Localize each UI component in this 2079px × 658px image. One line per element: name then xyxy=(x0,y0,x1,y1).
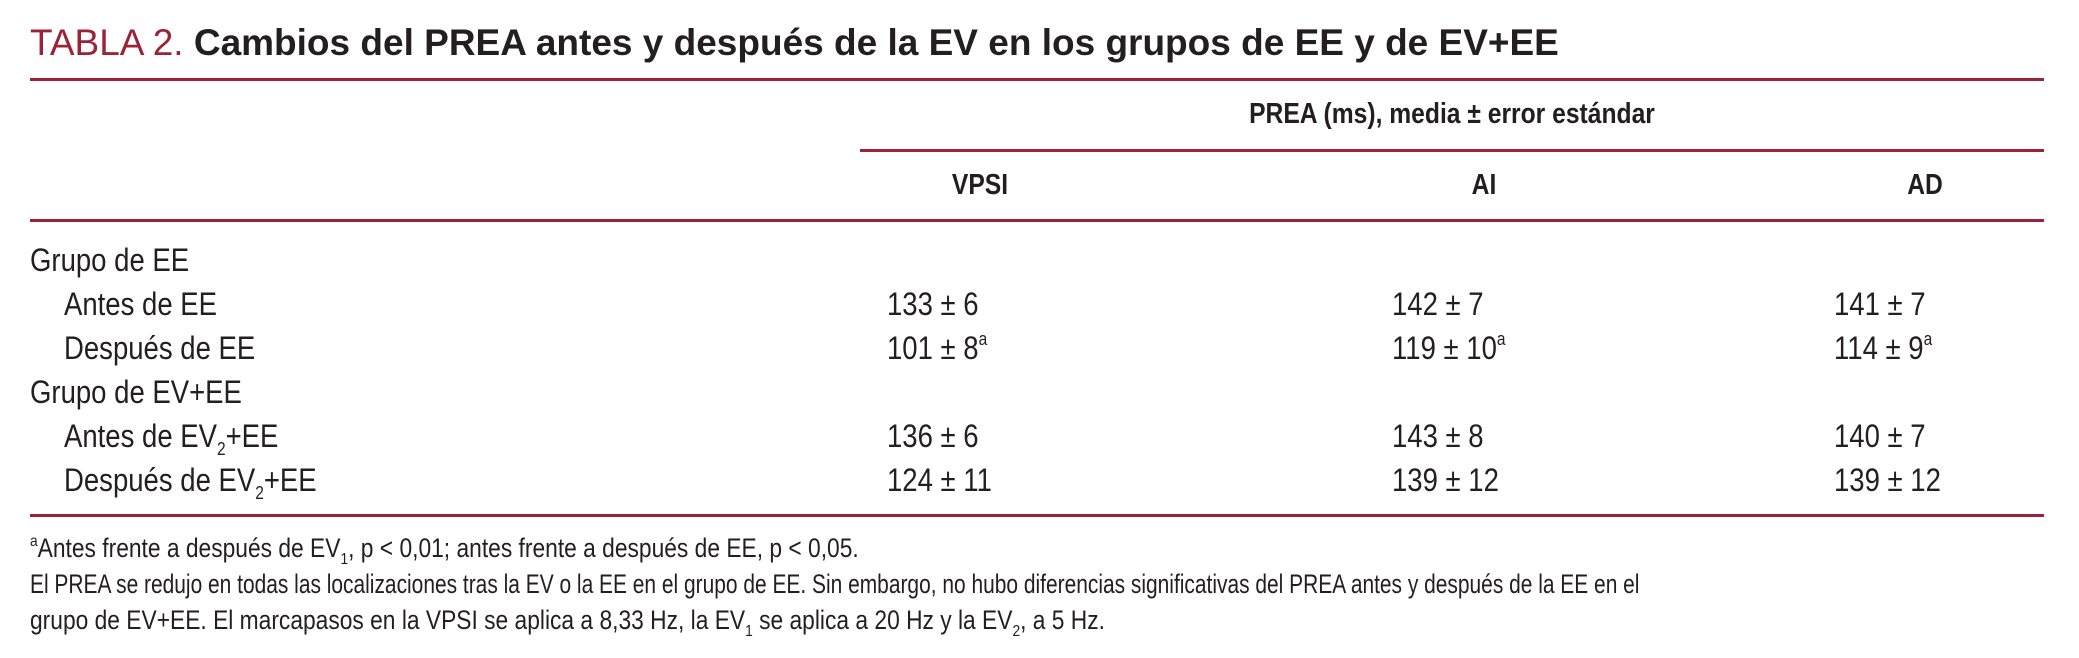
bottom-rule xyxy=(30,514,2044,517)
footnote-a-text-2: , p < 0,01; antes frente a después de EE… xyxy=(348,533,859,563)
note-line-2-c: , a 5 Hz. xyxy=(1020,605,1105,635)
footnote-a-text-1: Antes frente a después de EV xyxy=(37,533,341,563)
row-label-tail: +EE xyxy=(263,462,317,498)
cell-value: 101 ± 8 xyxy=(887,330,979,366)
table-title-label: TABLA 2. xyxy=(30,22,184,63)
table-cell: 140 ± 7 xyxy=(1834,416,1926,456)
cell-value: 141 ± 7 xyxy=(1834,286,1926,322)
table-cell: 119 ± 10a xyxy=(1392,328,1505,368)
group-label-ev-ee: Grupo de EV+EE xyxy=(30,374,242,410)
table-cell: 141 ± 7 xyxy=(1834,284,1926,324)
footnote-a: aAntes frente a después de EV1, p < 0,01… xyxy=(30,530,859,568)
cell-value: 143 ± 8 xyxy=(1392,418,1484,454)
column-header-vpsi: VPSI xyxy=(951,169,1009,201)
note-line-2-sub1: 1 xyxy=(745,623,753,640)
table-cell: 139 ± 12 xyxy=(1834,460,1941,500)
footnote-note-line-1: El PREA se redujo en todas las localizac… xyxy=(30,569,1640,599)
footnote-mark: a xyxy=(978,329,988,349)
table-cell: 143 ± 8 xyxy=(1392,416,1484,456)
cell-value: 140 ± 7 xyxy=(1834,418,1926,454)
column-header-ai: AI xyxy=(1471,169,1497,201)
table-cell: 136 ± 6 xyxy=(887,416,979,456)
row-label: Antes de EV2+EE xyxy=(64,416,279,459)
table-title: TABLA 2. Cambios del PREA antes y despué… xyxy=(30,18,1559,68)
footnote-a-mark: a xyxy=(30,533,38,550)
table-cell: 114 ± 9a xyxy=(1834,328,1932,368)
table-cell: 139 ± 12 xyxy=(1392,460,1499,500)
cell-value: 133 ± 6 xyxy=(887,286,979,322)
cell-value: 114 ± 9 xyxy=(1834,330,1924,366)
spanner-header: PREA (ms), media ± error estándar xyxy=(1249,98,1655,130)
cell-value: 124 ± 11 xyxy=(887,462,992,498)
cell-value: 119 ± 10 xyxy=(1392,330,1497,366)
table-title-text: Cambios del PREA antes y después de la E… xyxy=(193,22,1559,63)
footnote-mark: a xyxy=(1496,329,1506,349)
spanner-rule xyxy=(860,149,2044,152)
cell-value: 142 ± 7 xyxy=(1392,286,1484,322)
table-cell: 101 ± 8a xyxy=(887,328,987,368)
table-cell: 142 ± 7 xyxy=(1392,284,1484,324)
header-rule xyxy=(30,219,2044,222)
footnote-a-sub: 1 xyxy=(340,551,349,568)
footnote-note-line-2: grupo de EV+EE. El marcapasos en la VPSI… xyxy=(30,602,1105,640)
table-cell: 133 ± 6 xyxy=(887,284,979,324)
note-line-2-sub2: 2 xyxy=(1012,623,1021,640)
row-label-tail: +EE xyxy=(225,418,279,454)
row-label: Antes de EE xyxy=(64,284,217,324)
row-label: Después de EV2+EE xyxy=(64,460,317,503)
note-line-2-b: se aplica a 20 Hz y la EV xyxy=(752,605,1013,635)
top-rule xyxy=(30,78,2044,81)
cell-value: 136 ± 6 xyxy=(887,418,979,454)
row-label-main: Después de EE xyxy=(64,330,256,366)
cell-value: 139 ± 12 xyxy=(1392,462,1499,498)
note-line-2-a: grupo de EV+EE. El marcapasos en la VPSI… xyxy=(30,605,746,635)
group-label-ee: Grupo de EE xyxy=(30,242,190,278)
row-label-sub: 2 xyxy=(255,483,264,503)
row-label-main: Después de EV xyxy=(64,462,256,498)
footnote-mark: a xyxy=(1923,329,1933,349)
cell-value: 139 ± 12 xyxy=(1834,462,1941,498)
row-label-sub: 2 xyxy=(216,439,226,459)
column-header-ad: AD xyxy=(1907,169,1943,201)
table-cell: 124 ± 11 xyxy=(887,460,992,500)
row-label: Después de EE xyxy=(64,328,255,368)
row-label-main: Antes de EE xyxy=(64,286,217,322)
row-label-main: Antes de EV xyxy=(64,418,217,454)
